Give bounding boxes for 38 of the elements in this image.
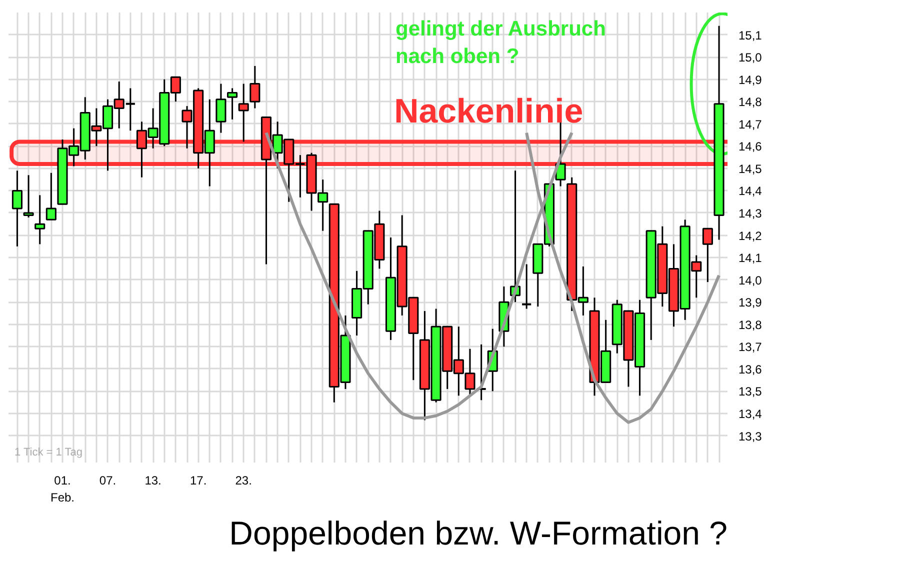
- y-tick-label: 13,3: [738, 429, 762, 444]
- y-tick-label: 13,5: [738, 384, 762, 399]
- y-tick-label: 14,7: [738, 117, 762, 132]
- x-tick-label: 01. Feb.: [50, 474, 75, 504]
- candlestick: [238, 83, 249, 142]
- x-tick-label: 23.: [235, 474, 252, 488]
- y-tick-label: 13,6: [738, 362, 762, 376]
- y-tick-label: 14,1: [738, 251, 762, 266]
- candlestick: [216, 83, 226, 134]
- candlestick: [46, 172, 56, 220]
- annotation: 1 Tick = 1 Tag: [14, 446, 82, 458]
- candlestick: [12, 170, 22, 248]
- annotation: gelingt der Ausbruch nach oben ?: [396, 18, 606, 68]
- y-tick-label: 14,8: [738, 95, 762, 110]
- y-tick-label: 13,8: [738, 318, 762, 332]
- text: Doppelboden bzw. W-Formation ?: [229, 514, 728, 552]
- y-tick-label: 14,3: [738, 206, 762, 220]
- candlestick: [702, 228, 713, 283]
- y-tick-label: 15,1: [738, 28, 762, 42]
- y-tick-label: 14,6: [738, 140, 762, 154]
- x-tick-label: 17.: [190, 474, 207, 488]
- candlestick: [23, 174, 34, 218]
- y-tick-label: 14,0: [738, 273, 762, 288]
- y-tick-label: 13,9: [738, 296, 762, 310]
- x-tick-label: 13.: [144, 474, 162, 488]
- x-tick-label: 07.: [99, 474, 116, 488]
- candlestick: [250, 65, 260, 110]
- y-tick-label: 14,4: [738, 184, 762, 198]
- y-tick-label: 15,0: [738, 50, 762, 65]
- y-tick-label: 13,4: [738, 406, 762, 421]
- band-label: Nackenlinie: [394, 92, 584, 131]
- candlestick: [227, 87, 238, 120]
- y-tick-label: 14,5: [738, 162, 762, 176]
- y-tick-label: 13,7: [738, 340, 762, 354]
- candlestick: [34, 194, 46, 245]
- y-tick-label: 14,2: [738, 228, 762, 243]
- y-tick-label: 14,9: [738, 72, 762, 87]
- candlestick: [521, 263, 532, 310]
